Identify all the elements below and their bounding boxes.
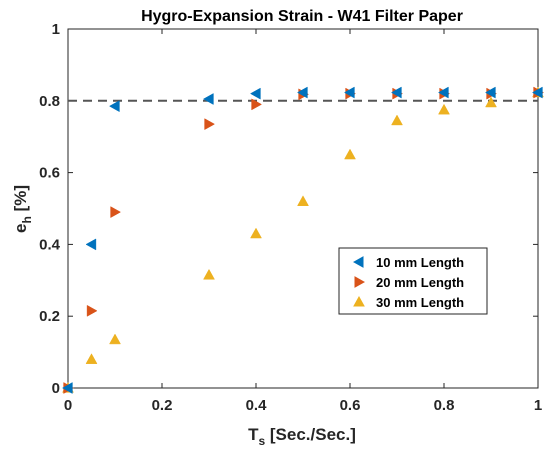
y-tick-label: 0 — [52, 380, 60, 397]
marker-20mm-point — [251, 98, 263, 111]
marker-10mm-point — [108, 100, 120, 113]
y-axis-label: eh [%] — [11, 185, 34, 233]
marker-10mm-point — [202, 93, 214, 105]
marker-30mm-point — [203, 268, 215, 280]
legend-label-2: 20 mm Length — [376, 275, 464, 290]
marker-10mm-point — [296, 86, 308, 99]
x-axis-label: Ts [Sec./Sec.] — [248, 425, 356, 448]
marker-10mm-point — [343, 86, 355, 99]
legend-box — [338, 247, 488, 315]
legend-label-3: 30 mm Length — [376, 295, 464, 310]
x-tick-label: 0.6 — [340, 397, 361, 414]
x-tick-label: 0.2 — [152, 397, 173, 414]
marker-10mm-point — [61, 382, 73, 394]
marker-10mm-point — [531, 86, 543, 99]
y-tick-label: 1 — [52, 21, 60, 38]
marker-20mm-point — [86, 304, 98, 317]
x-tick-label: 0 — [64, 397, 72, 414]
x-axis-label-rest: [Sec./Sec.] — [265, 425, 356, 444]
marker-20mm-point — [204, 118, 216, 131]
y-tick-label: 0.6 — [39, 165, 60, 182]
marker-30mm-point — [391, 114, 403, 126]
marker-20mm-point — [110, 206, 122, 219]
legend: 10 mm Length 20 mm Length 30 mm Length — [338, 247, 488, 315]
plot-area: 0 0.2 0.4 0.6 0.8 1 0 0.2 0.4 0.6 0.8 1 — [39, 21, 545, 414]
chart-title: Hygro-Expansion Strain - W41 Filter Pape… — [141, 8, 463, 25]
x-tick-label: 0.8 — [434, 397, 455, 414]
y-axis-label-main: e — [11, 224, 30, 233]
marker-30mm-point — [485, 96, 497, 108]
legend-marker-1 — [352, 256, 364, 268]
marker-30mm-point — [344, 148, 356, 160]
legend-marker-3 — [353, 295, 365, 307]
marker-10mm-point — [484, 86, 496, 99]
marker-30mm-point — [250, 227, 262, 239]
x-tick-label: 0.4 — [246, 397, 268, 414]
marker-10mm-point — [390, 86, 402, 99]
x-axis-label-sub: s — [258, 434, 265, 448]
legend-marker-2 — [354, 276, 366, 288]
marker-30mm-point — [109, 333, 121, 345]
plot-frame — [67, 28, 539, 389]
marker-30mm-point — [438, 103, 450, 115]
y-axis-label-rest: [%] — [11, 185, 30, 216]
y-tick-label: 0.2 — [39, 308, 60, 325]
y-tick-label: 0.4 — [39, 236, 61, 253]
legend-label-1: 10 mm Length — [376, 255, 464, 270]
marker-10mm-point — [85, 238, 97, 251]
marker-30mm-point — [85, 353, 98, 364]
marker-10mm-point — [437, 86, 449, 99]
y-tick-label: 0.8 — [39, 93, 60, 110]
marker-30mm-point — [297, 195, 309, 206]
marker-10mm-point — [249, 87, 261, 100]
y-axis-label-sub: h — [20, 216, 34, 223]
x-tick-label: 1 — [534, 397, 542, 414]
x-axis-label-main: T — [248, 425, 259, 444]
